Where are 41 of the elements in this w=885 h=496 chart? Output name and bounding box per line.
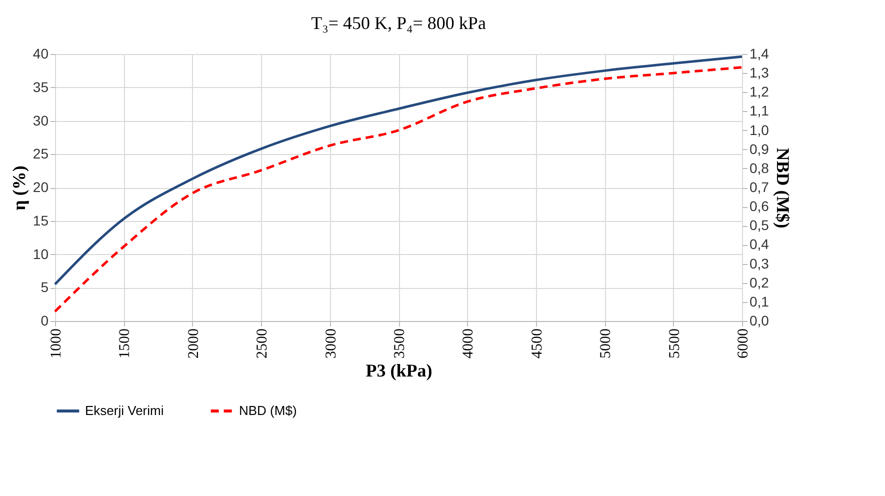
y2-axis-title: NBD (M$) xyxy=(772,148,793,228)
x-tick-label: 5500 xyxy=(666,328,683,358)
x-tick-label: 3500 xyxy=(392,328,408,358)
y-tick-label: 25 xyxy=(32,146,49,162)
y-axis-title: η (%) xyxy=(8,166,29,210)
x-tick-label: 4000 xyxy=(460,328,477,358)
y-tick-label: 20 xyxy=(32,179,49,195)
x-tick-label: 4500 xyxy=(529,328,546,358)
x-tick-label: 3000 xyxy=(323,328,340,358)
y2-tick-label: 1,1 xyxy=(750,102,770,119)
y2-tick-label: 0,1 xyxy=(750,293,770,310)
y2-tick-label: 0,7 xyxy=(750,179,770,195)
y-tick-label: 30 xyxy=(32,112,49,128)
chart-title: T₃= 450 K, P₄= 800 kPa xyxy=(311,13,486,33)
y-tick-label: 10 xyxy=(32,246,49,262)
x-tick-label: 1000 xyxy=(48,328,64,358)
y-tick-label: 15 xyxy=(32,212,49,228)
x-tick-label: 2000 xyxy=(186,328,202,358)
y2-tick-label: 1,2 xyxy=(750,84,770,100)
y2-tick-label: 0,8 xyxy=(750,160,770,176)
y2-tick-label: 0,6 xyxy=(750,198,770,214)
x-tick-label: 1500 xyxy=(117,328,134,358)
y2-tick-label: 0,0 xyxy=(750,312,770,328)
x-tick-label: 2500 xyxy=(254,328,271,358)
y-tick-label: 5 xyxy=(40,279,49,296)
legend-label: Ekserji Verimi xyxy=(85,403,164,418)
y2-tick-label: 0,5 xyxy=(750,217,770,234)
x-tick-label: 5000 xyxy=(598,328,614,358)
y-tick-label: 40 xyxy=(32,46,49,62)
y-tick-label: 35 xyxy=(32,78,49,95)
y2-tick-label: 1,3 xyxy=(750,64,770,81)
y2-tick-label: 0,2 xyxy=(750,274,770,290)
y2-tick-label: 0,9 xyxy=(750,140,770,157)
x-axis-title: P3 (kPa) xyxy=(366,360,432,380)
y2-tick-label: 0,4 xyxy=(750,236,770,252)
y2-tick-label: 1,4 xyxy=(750,46,770,62)
y2-tick-label: 1,0 xyxy=(750,122,770,138)
y-tick-label: 0 xyxy=(40,312,49,328)
y2-tick-label: 0,3 xyxy=(750,255,770,272)
x-tick-label: 6000 xyxy=(736,328,752,358)
legend-label: NBD (M$) xyxy=(239,403,297,418)
